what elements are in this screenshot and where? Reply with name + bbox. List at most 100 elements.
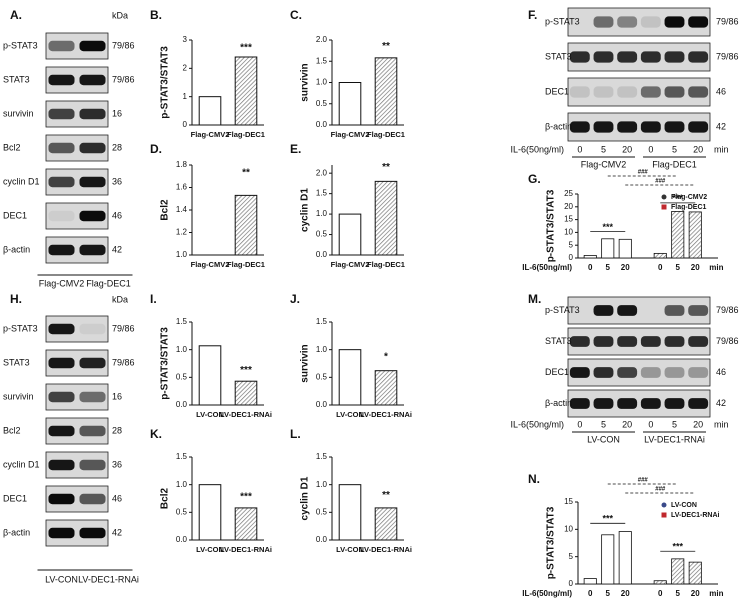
kda-label: 42: [716, 398, 726, 408]
blot-band: [569, 398, 590, 409]
blot-band: [569, 121, 590, 133]
legend-marker: [661, 502, 667, 508]
bar: [338, 349, 362, 406]
blot-band: [640, 336, 661, 347]
blot-band: [79, 40, 106, 52]
y-tick-label: 0.0: [316, 535, 328, 544]
x-tick-label: 20: [691, 263, 700, 272]
x-tick-label: 0: [588, 263, 593, 272]
treatment-label: IL-6(50ng/ml): [510, 419, 564, 429]
kda-label: 42: [112, 244, 122, 254]
y-tick-label: 0.0: [176, 400, 188, 409]
blot-band: [664, 305, 685, 316]
panel-label: G.: [528, 172, 541, 186]
blot-band: [569, 86, 590, 98]
kda-label: 28: [112, 142, 122, 152]
lane-label: 5: [672, 419, 677, 429]
x-tick-label: Flag-DEC1: [367, 130, 405, 139]
y-tick-label: 1.5: [316, 317, 328, 326]
blot-band: [617, 86, 638, 98]
blot-band: [617, 121, 638, 133]
protein-label: p-STAT3: [545, 16, 580, 26]
protein-label: p-STAT3: [3, 40, 38, 50]
annotation: ***: [602, 222, 613, 232]
unit-label: kDa: [112, 10, 128, 20]
significance: **: [242, 167, 250, 178]
blot-band: [79, 493, 106, 505]
blot-band: [664, 86, 685, 98]
bar: [374, 57, 398, 126]
x-tick-label: 0: [658, 263, 663, 272]
bar: [601, 534, 615, 585]
y-tick-label: 0: [183, 120, 188, 129]
y-tick-label: 0: [569, 253, 574, 262]
blot-band: [48, 459, 75, 471]
blot-band: [617, 367, 638, 378]
y-tick-label: 0.5: [316, 99, 328, 108]
blot-band: [593, 336, 614, 347]
kda-label: 79/86: [716, 336, 739, 346]
blot-band: [593, 121, 614, 133]
y-axis-label: p-STAT3/STAT3: [546, 189, 557, 262]
y-tick-label: 20: [564, 202, 573, 211]
blot-band: [79, 425, 106, 437]
x-tick-label: 5: [676, 263, 681, 272]
panel-label: D.: [150, 142, 162, 156]
bar: [198, 96, 222, 126]
protein-label: β-actin: [3, 527, 30, 537]
blot-band: [48, 74, 75, 86]
blot-band: [593, 305, 614, 316]
protein-label: survivin: [3, 391, 34, 401]
y-tick-label: 2.0: [316, 168, 328, 177]
kda-label: 79/86: [716, 305, 739, 315]
blot-frame: [567, 42, 711, 72]
y-axis-label: survivin: [300, 344, 311, 382]
y-tick-label: 10: [564, 228, 573, 237]
blot-band: [617, 16, 638, 28]
kda-label: 42: [112, 527, 122, 537]
blot-band: [569, 336, 590, 347]
blot-band: [48, 142, 75, 154]
annotation: ###: [655, 179, 666, 185]
kda-label: 46: [112, 493, 122, 503]
blot-band: [79, 323, 106, 335]
group-label: Flag-DEC1: [652, 159, 697, 169]
x-tick-label: LV-DEC1-RNAi: [220, 410, 272, 419]
x-tick-label: 5: [606, 589, 611, 598]
blot-band: [48, 357, 75, 369]
lane-label: 5: [672, 144, 677, 154]
blot-band: [48, 391, 75, 403]
blot-band: [664, 121, 685, 133]
blot-band: [79, 210, 106, 222]
blot-band: [79, 142, 106, 154]
y-axis-label: Bcl2: [160, 199, 171, 221]
blot-band: [688, 121, 709, 133]
panel-label: K.: [150, 427, 162, 441]
lane-label: 0: [577, 144, 582, 154]
blot-frame: [567, 389, 711, 418]
x-tick-label: 5: [606, 263, 611, 272]
y-tick-label: 0.5: [316, 507, 328, 516]
x-axis-label: IL-6(50ng/ml): [522, 263, 572, 272]
y-tick-label: 0.5: [316, 230, 328, 239]
lane-label: LV-CON: [45, 574, 78, 584]
kda-label: 79/86: [112, 40, 135, 50]
panel-label: N.: [528, 472, 540, 486]
x-tick-label: Flag-DEC1: [227, 130, 265, 139]
protein-label: Bcl2: [3, 142, 21, 152]
protein-label: STAT3: [545, 336, 572, 346]
significance: *: [384, 352, 388, 363]
legend-marker: [661, 194, 667, 200]
y-tick-label: 0.0: [316, 400, 328, 409]
bar: [688, 211, 702, 259]
panel-label: E.: [290, 142, 301, 156]
kda-label: 79/86: [716, 51, 739, 61]
x-tick-label: Flag-CMV2: [331, 130, 370, 139]
blot-band: [688, 51, 709, 63]
blot-band: [688, 86, 709, 98]
blot-band: [688, 398, 709, 409]
blot-band: [640, 367, 661, 378]
bar: [234, 380, 258, 406]
bar: [618, 531, 632, 585]
blot-band: [664, 51, 685, 63]
